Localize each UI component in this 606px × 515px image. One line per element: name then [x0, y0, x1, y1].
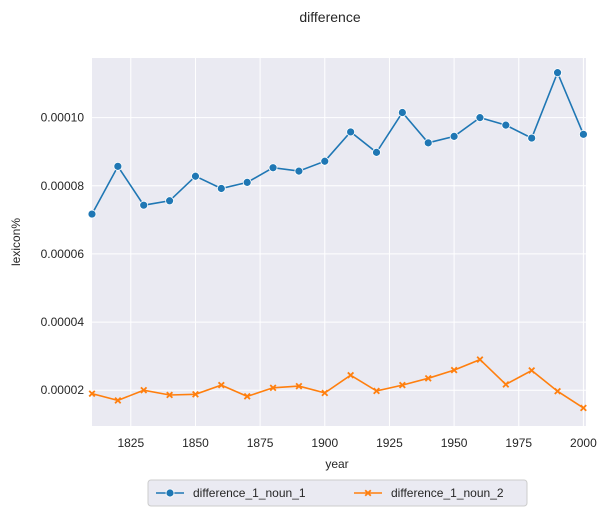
data-point — [424, 374, 432, 382]
data-point — [242, 177, 252, 187]
data-point — [243, 392, 251, 400]
data-point — [113, 161, 123, 171]
data-point — [501, 120, 511, 130]
data-point — [269, 384, 277, 392]
x-tick-label: 1925 — [376, 436, 403, 450]
data-point — [321, 389, 329, 397]
x-tick-labels: 1825 1850 1875 1900 1925 1950 1975 2000 — [117, 436, 597, 450]
legend: difference_1_noun_1 difference_1_noun_2 — [147, 479, 528, 507]
x-tick-label: 1875 — [247, 436, 274, 450]
data-point — [398, 381, 406, 389]
data-point — [87, 209, 97, 219]
y-tick-label: 0.00008 — [41, 179, 85, 193]
y-tick-labels: 0.00002 0.00004 0.00006 0.00008 0.00010 — [41, 111, 85, 398]
data-point — [528, 367, 536, 374]
y-axis-label: lexicon% — [9, 218, 23, 266]
legend-marker — [165, 488, 175, 498]
data-point — [579, 404, 587, 412]
x-tick-label: 1950 — [441, 436, 468, 450]
data-point — [450, 366, 458, 374]
data-point — [475, 113, 485, 123]
legend-label: difference_1_noun_1 — [193, 486, 306, 500]
data-point — [347, 371, 355, 379]
data-point — [449, 131, 459, 141]
x-tick-label: 1975 — [505, 436, 532, 450]
data-point — [216, 184, 226, 193]
x-tick-label: 1900 — [311, 436, 338, 450]
data-point — [553, 68, 562, 78]
data-point — [554, 387, 561, 395]
data-point — [166, 391, 174, 399]
data-point — [320, 156, 330, 166]
data-point — [476, 356, 484, 363]
data-point — [191, 171, 200, 181]
series-line-2 — [91, 358, 584, 409]
data-point — [294, 166, 304, 176]
data-point — [88, 390, 96, 398]
legend-marker — [364, 489, 372, 497]
data-point — [579, 129, 588, 139]
data-point — [527, 133, 537, 143]
data-point — [373, 387, 380, 395]
data-point — [372, 147, 381, 157]
series-group — [87, 68, 588, 412]
data-point — [140, 386, 148, 394]
x-tick-label: 1850 — [182, 436, 209, 450]
data-point — [268, 163, 278, 173]
x-axis-label: year — [325, 457, 348, 471]
data-point — [114, 397, 122, 404]
data-point — [192, 390, 199, 398]
data-point — [423, 138, 433, 148]
y-tick-label: 0.00002 — [41, 383, 85, 397]
data-point — [346, 127, 356, 137]
y-tick-label: 0.00010 — [41, 111, 85, 125]
legend-items: difference_1_noun_1 difference_1_noun_2 — [156, 486, 504, 500]
plot-background — [92, 58, 586, 426]
series-line-1 — [91, 70, 585, 215]
legend-box — [147, 479, 528, 507]
x-tick-label: 2000 — [570, 436, 597, 450]
chart-title: difference — [299, 9, 360, 25]
grid-lines — [92, 58, 586, 426]
data-point — [295, 382, 303, 390]
data-point — [165, 196, 174, 206]
data-point — [217, 381, 225, 389]
y-tick-label: 0.00006 — [41, 247, 85, 261]
data-point — [139, 200, 149, 210]
x-tick-label: 1825 — [117, 436, 144, 450]
data-point — [502, 380, 510, 388]
y-tick-label: 0.00004 — [41, 315, 85, 329]
data-point — [397, 108, 407, 117]
legend-label: difference_1_noun_2 — [391, 486, 504, 500]
